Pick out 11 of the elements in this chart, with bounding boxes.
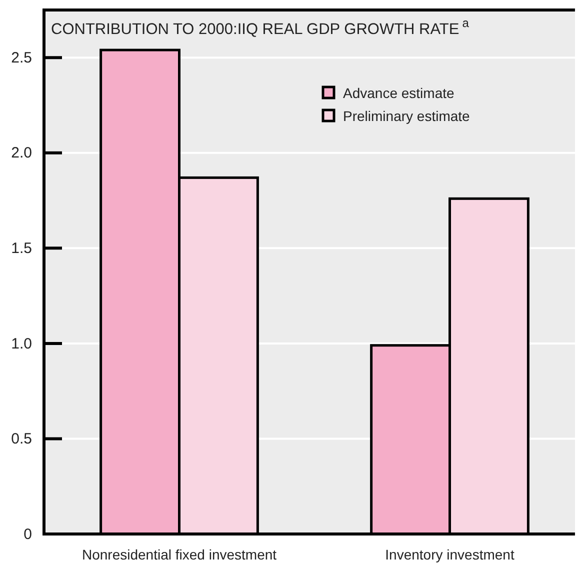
text: CONTRIBUTION TO 2000:IIQ REAL GDP GROWTH RATE$^{a}$: [51, 16, 470, 38]
y-tick-label: 1.0: [11, 335, 32, 352]
y-tick-label: 2.0: [11, 144, 32, 162]
legend-label: Preliminary estimate: [343, 108, 470, 124]
y-tick-label: 1.5: [11, 240, 32, 257]
x-tick-label: Nonresidential fixed investment: [82, 546, 277, 562]
y-tick-label: 0.5: [11, 430, 32, 448]
x-tick-label: Inventory investment: [385, 546, 514, 562]
y-tick-label: 0: [24, 526, 32, 543]
y-tick-label: 2.5: [11, 49, 32, 66]
legend-label: Advance estimate: [343, 85, 454, 101]
